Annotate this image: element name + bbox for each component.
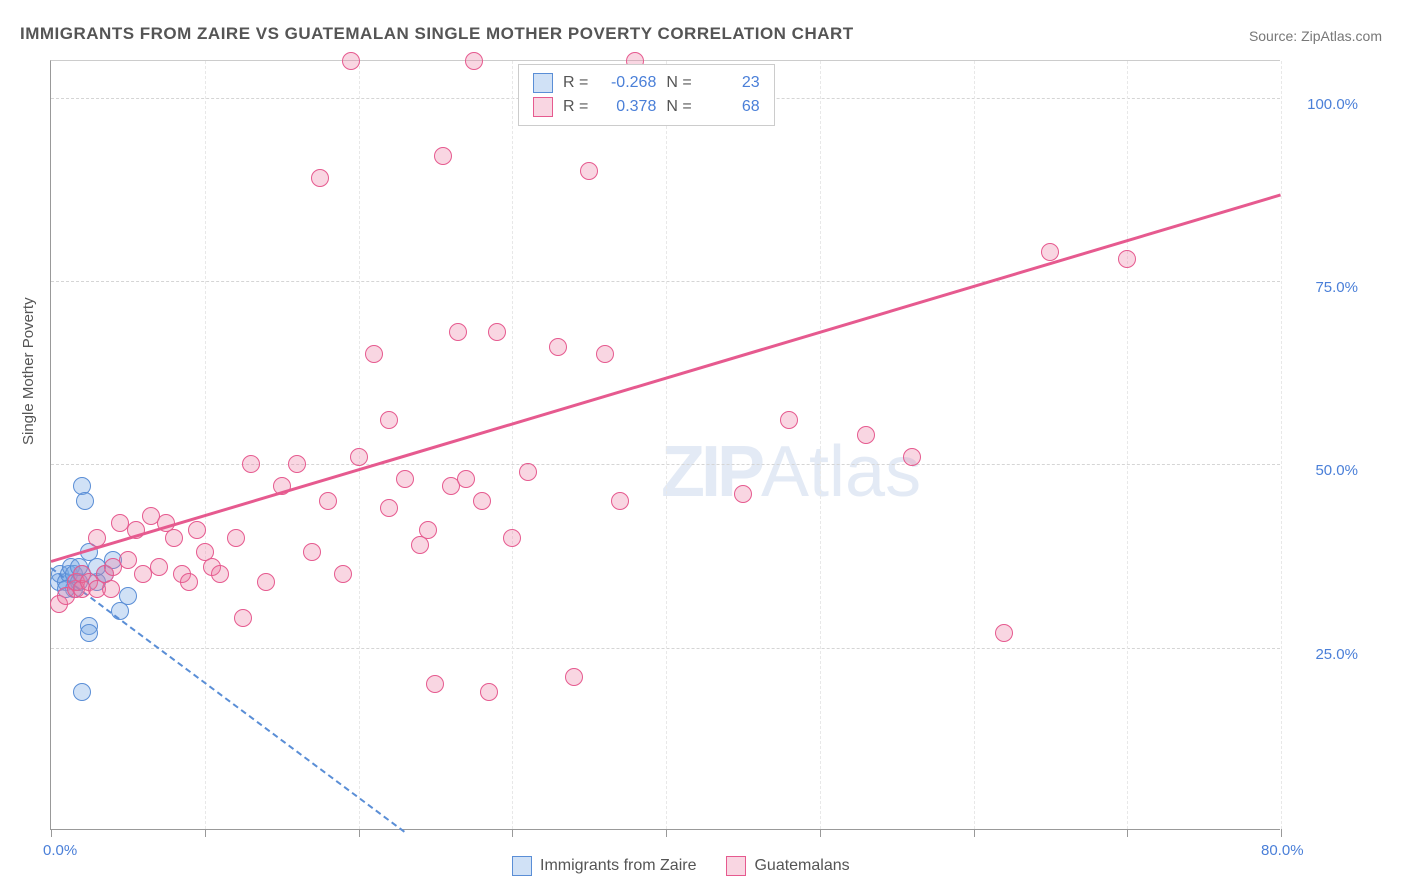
gridline-v: [974, 61, 975, 829]
x-tick: [974, 829, 975, 837]
scatter-point: [903, 448, 921, 466]
scatter-point: [580, 162, 598, 180]
scatter-point: [288, 455, 306, 473]
scatter-point: [119, 551, 137, 569]
scatter-point: [857, 426, 875, 444]
scatter-point: [549, 338, 567, 356]
scatter-point: [227, 529, 245, 547]
gridline-v: [205, 61, 206, 829]
y-tick-label: 75.0%: [1315, 279, 1358, 296]
x-tick: [1281, 829, 1282, 837]
watermark: ZIPAtlas: [661, 431, 921, 513]
r-value: 0.378: [598, 95, 656, 119]
x-tick-label: 80.0%: [1261, 842, 1304, 859]
y-tick-label: 100.0%: [1307, 96, 1358, 113]
scatter-point: [565, 668, 583, 686]
scatter-point: [611, 492, 629, 510]
n-label: N =: [666, 71, 691, 95]
legend-label: Guatemalans: [754, 857, 849, 875]
scatter-point: [473, 492, 491, 510]
r-value: -0.268: [598, 71, 656, 95]
x-tick: [820, 829, 821, 837]
y-tick-label: 50.0%: [1315, 462, 1358, 479]
scatter-point: [102, 580, 120, 598]
n-value: 68: [702, 95, 760, 119]
legend-item-guatemalans: Guatemalans: [726, 856, 849, 876]
scatter-point: [303, 543, 321, 561]
scatter-point: [257, 573, 275, 591]
r-label: R =: [563, 71, 588, 95]
scatter-point: [211, 565, 229, 583]
swatch-guatemalans: [533, 97, 553, 117]
scatter-point: [188, 521, 206, 539]
y-axis-title: Single Mother Poverty: [20, 297, 37, 445]
gridline-v: [359, 61, 360, 829]
scatter-point: [780, 411, 798, 429]
scatter-point: [342, 52, 360, 70]
scatter-point: [396, 470, 414, 488]
scatter-point: [242, 455, 260, 473]
scatter-point: [434, 147, 452, 165]
scatter-point: [76, 492, 94, 510]
scatter-point: [365, 345, 383, 363]
chart-title: IMMIGRANTS FROM ZAIRE VS GUATEMALAN SING…: [20, 24, 854, 44]
correlation-legend: R = -0.268 N = 23 R = 0.378 N = 68: [518, 64, 775, 126]
gridline-v: [820, 61, 821, 829]
scatter-point: [503, 529, 521, 547]
scatter-point: [73, 683, 91, 701]
x-tick: [1127, 829, 1128, 837]
legend-row-zaire: R = -0.268 N = 23: [533, 71, 760, 95]
n-label: N =: [666, 95, 691, 119]
gridline-v: [1281, 61, 1282, 829]
legend-item-zaire: Immigrants from Zaire: [512, 856, 696, 876]
watermark-atlas: Atlas: [761, 432, 921, 512]
scatter-point: [419, 521, 437, 539]
r-label: R =: [563, 95, 588, 119]
scatter-point: [165, 529, 183, 547]
gridline-v: [512, 61, 513, 829]
scatter-point: [734, 485, 752, 503]
scatter-point: [380, 411, 398, 429]
x-tick: [205, 829, 206, 837]
legend-row-guatemalans: R = 0.378 N = 68: [533, 95, 760, 119]
scatter-point: [380, 499, 398, 517]
swatch-guatemalans-icon: [726, 856, 746, 876]
scatter-point: [80, 624, 98, 642]
scatter-point: [480, 683, 498, 701]
scatter-point: [995, 624, 1013, 642]
scatter-point: [426, 675, 444, 693]
scatter-point: [1118, 250, 1136, 268]
scatter-point: [449, 323, 467, 341]
swatch-zaire: [533, 73, 553, 93]
x-tick-label: 0.0%: [43, 842, 77, 859]
x-tick: [51, 829, 52, 837]
scatter-point: [519, 463, 537, 481]
series-legend: Immigrants from Zaire Guatemalans: [512, 856, 850, 876]
x-tick: [512, 829, 513, 837]
gridline-v: [1127, 61, 1128, 829]
scatter-point: [150, 558, 168, 576]
scatter-point: [234, 609, 252, 627]
scatter-point: [488, 323, 506, 341]
scatter-point: [311, 169, 329, 187]
y-tick-label: 25.0%: [1315, 646, 1358, 663]
legend-label: Immigrants from Zaire: [540, 857, 696, 875]
scatter-point: [350, 448, 368, 466]
source-label: Source: ZipAtlas.com: [1249, 28, 1382, 44]
x-tick: [359, 829, 360, 837]
gridline-v: [666, 61, 667, 829]
scatter-point: [180, 573, 198, 591]
x-tick: [666, 829, 667, 837]
scatter-point: [319, 492, 337, 510]
trend-line: [50, 567, 405, 833]
scatter-point: [465, 52, 483, 70]
scatter-point: [119, 587, 137, 605]
scatter-point: [457, 470, 475, 488]
scatter-point: [1041, 243, 1059, 261]
n-value: 23: [702, 71, 760, 95]
scatter-point: [334, 565, 352, 583]
scatter-point: [596, 345, 614, 363]
scatter-chart: ZIPAtlas 25.0%50.0%75.0%100.0%0.0%80.0%: [50, 60, 1280, 830]
swatch-zaire-icon: [512, 856, 532, 876]
